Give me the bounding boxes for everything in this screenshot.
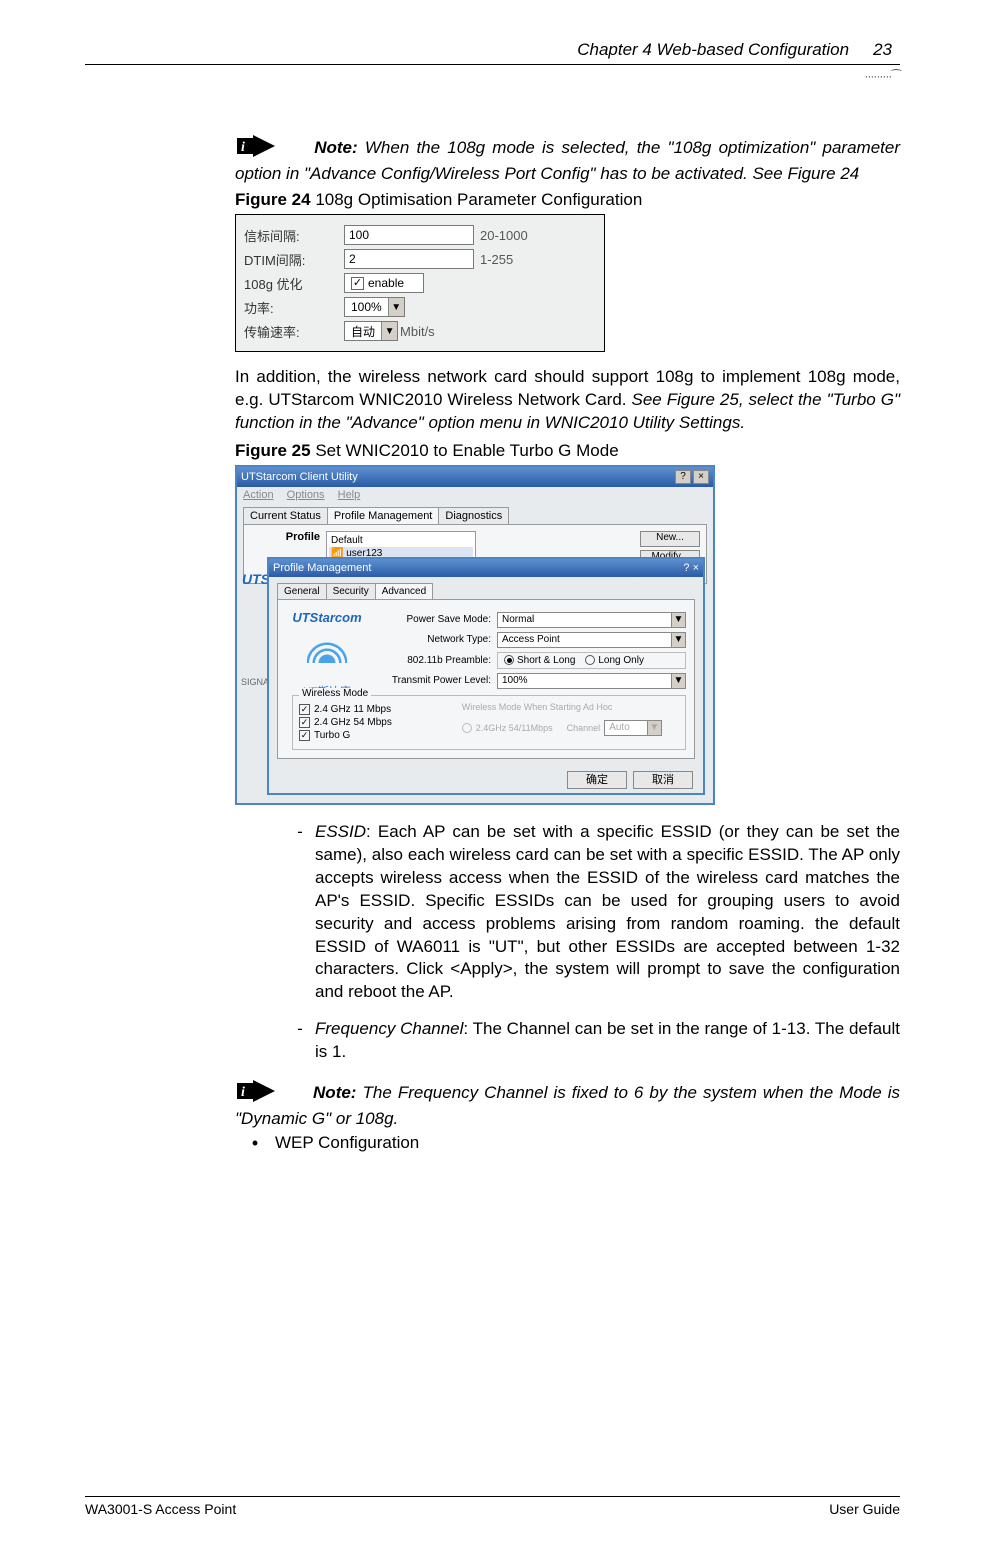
profile-item-default[interactable]: Default — [329, 534, 473, 547]
paragraph-108g-support: In addition, the wireless network card s… — [235, 366, 900, 435]
info-arrow-icon: i — [235, 133, 277, 164]
new-button[interactable]: New... — [640, 531, 700, 547]
tab-current-status[interactable]: Current Status — [243, 507, 328, 524]
dialog-tab-general[interactable]: General — [277, 583, 327, 599]
svg-text:i: i — [241, 1085, 245, 1100]
profile-label: Profile — [250, 531, 320, 543]
checkbox-icon: ✓ — [299, 730, 310, 741]
wireless-mode-group-label: Wireless Mode — [299, 688, 371, 699]
svg-text:i: i — [241, 140, 245, 155]
chevron-down-icon: ▼ — [647, 721, 661, 735]
nettype-select[interactable]: Access Point▼ — [497, 632, 686, 648]
figure24: 信标间隔: 100 20-1000 DTIM间隔: 2 1-255 108g 优… — [235, 214, 605, 352]
wep-config-bullet: • WEP Configuration — [235, 1133, 900, 1154]
figure25: UTStarcom Client Utility ? × Action Opti… — [235, 465, 715, 805]
close-icon[interactable]: × — [693, 470, 709, 484]
channel-select: Auto▼ — [604, 720, 662, 736]
chevron-down-icon: ▼ — [388, 298, 404, 316]
freqchan-list-item: - Frequency Channel: The Channel can be … — [285, 1018, 900, 1064]
figure24-caption: Figure 24 108g Optimisation Parameter Co… — [235, 190, 900, 210]
fig24-rate-select[interactable]: 自动 ▼ — [344, 321, 398, 341]
nettype-label: Network Type: — [381, 634, 491, 645]
note-block-2: i Note: The Frequency Channel is fixed t… — [235, 1078, 900, 1129]
wifi-icon — [307, 633, 347, 663]
dialog-tab-advanced[interactable]: Advanced — [375, 583, 433, 599]
checkbox-icon: ✓ — [351, 277, 364, 290]
fig24-power-select[interactable]: 100% ▼ — [344, 297, 405, 317]
note-block-1: i Note: When the 108g mode is selected, … — [235, 133, 900, 184]
note-label: Note: — [314, 138, 357, 157]
header-rule — [85, 64, 900, 65]
chevron-down-icon: ▼ — [381, 322, 397, 340]
adhoc-radio — [462, 723, 472, 733]
mode-54mbps-checkbox[interactable]: ✓2.4 GHz 54 Mbps — [299, 717, 419, 728]
help-icon[interactable]: ? — [683, 562, 689, 574]
fig24-rate-unit: Mbit/s — [400, 324, 435, 339]
adhoc-mode-label: Wireless Mode When Starting Ad Hoc — [462, 702, 662, 712]
fig24-rate-label: 传输速率: — [244, 322, 344, 341]
brand-logo: UTStarcom — [282, 610, 372, 625]
radio-icon — [504, 655, 514, 665]
close-icon[interactable]: × — [693, 562, 699, 574]
tab-diagnostics[interactable]: Diagnostics — [438, 507, 509, 524]
figure25-caption: Figure 25 Set WNIC2010 to Enable Turbo G… — [235, 441, 900, 461]
fig24-power-label: 功率: — [244, 298, 344, 317]
footer-doc-type: User Guide — [829, 1501, 900, 1517]
help-icon[interactable]: ? — [675, 470, 691, 484]
tab-profile-management[interactable]: Profile Management — [327, 507, 439, 524]
menu-options[interactable]: Options — [287, 489, 325, 501]
note-label: Note: — [313, 1083, 356, 1102]
mode-turbo-g-checkbox[interactable]: ✓Turbo G — [299, 730, 419, 741]
fig25-titlebar: UTStarcom Client Utility ? × — [237, 467, 713, 487]
fig24-dtim-label: DTIM间隔: — [244, 250, 344, 269]
dialog-tab-security[interactable]: Security — [326, 583, 376, 599]
dotted-trail: ·········⁀ — [85, 69, 900, 83]
fig25-profile-dialog: Profile Management ? × General Security … — [267, 557, 705, 795]
fig24-108g-checkbox[interactable]: ✓ enable — [344, 273, 424, 293]
psm-select[interactable]: Normal▼ — [497, 612, 686, 628]
menu-action[interactable]: Action — [243, 489, 274, 501]
fig24-108g-label: 108g 优化 — [244, 274, 344, 293]
info-arrow-icon: i — [235, 1078, 277, 1109]
txpower-select[interactable]: 100%▼ — [497, 673, 686, 689]
fig25-menubar: Action Options Help — [237, 487, 713, 503]
cancel-button[interactable]: 取消 — [633, 771, 693, 789]
fig24-beacon-input[interactable]: 100 — [344, 225, 474, 245]
fig24-dtim-input[interactable]: 2 — [344, 249, 474, 269]
psm-label: Power Save Mode: — [381, 614, 491, 625]
chevron-down-icon: ▼ — [671, 613, 685, 627]
chevron-down-icon: ▼ — [671, 633, 685, 647]
preamble-long-only-radio[interactable]: Long Only — [585, 655, 644, 666]
fig24-dtim-hint: 1-255 — [480, 252, 513, 267]
footer-product: WA3001-S Access Point — [85, 1501, 236, 1517]
preamble-label: 802.11b Preamble: — [381, 655, 491, 666]
radio-icon — [585, 655, 595, 665]
menu-help[interactable]: Help — [338, 489, 361, 501]
checkbox-icon: ✓ — [299, 717, 310, 728]
chevron-down-icon: ▼ — [671, 674, 685, 688]
txpower-label: Transmit Power Level: — [381, 675, 491, 686]
essid-list-item: - ESSID: Each AP can be set with a speci… — [285, 821, 900, 1005]
page-number: 23 — [873, 40, 892, 60]
fig24-beacon-label: 信标间隔: — [244, 226, 344, 245]
ok-button[interactable]: 确定 — [567, 771, 627, 789]
checkbox-icon: ✓ — [299, 704, 310, 715]
mode-11mbps-checkbox[interactable]: ✓2.4 GHz 11 Mbps — [299, 704, 419, 715]
chapter-title: Chapter 4 Web-based Configuration — [577, 40, 849, 60]
fig24-beacon-hint: 20-1000 — [480, 228, 528, 243]
preamble-short-long-radio[interactable]: Short & Long — [504, 655, 575, 666]
